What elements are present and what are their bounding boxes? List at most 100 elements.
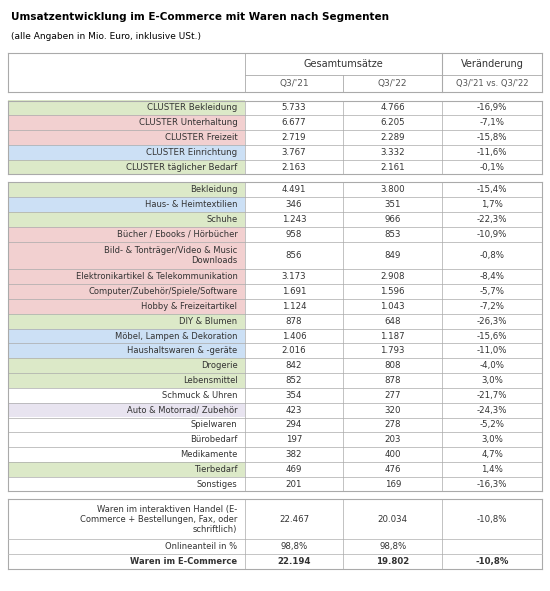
Text: 3.332: 3.332 bbox=[381, 148, 405, 157]
Text: Veränderung: Veränderung bbox=[461, 59, 524, 69]
Text: 1.596: 1.596 bbox=[381, 287, 405, 296]
Text: -8,4%: -8,4% bbox=[480, 272, 504, 281]
Text: -11,0%: -11,0% bbox=[477, 346, 507, 355]
Text: 19.802: 19.802 bbox=[376, 557, 409, 566]
Text: -4,0%: -4,0% bbox=[480, 361, 504, 370]
Text: 346: 346 bbox=[285, 200, 302, 209]
Text: -15,4%: -15,4% bbox=[477, 186, 507, 194]
Text: 469: 469 bbox=[286, 465, 302, 474]
Text: -0,1%: -0,1% bbox=[480, 163, 504, 171]
Text: 294: 294 bbox=[286, 420, 302, 430]
Text: -15,6%: -15,6% bbox=[477, 332, 507, 340]
Text: -5,7%: -5,7% bbox=[480, 287, 504, 296]
Text: 197: 197 bbox=[286, 435, 302, 444]
Text: Schmuck & Uhren: Schmuck & Uhren bbox=[162, 391, 238, 400]
Text: 958: 958 bbox=[286, 230, 302, 239]
Text: 278: 278 bbox=[384, 420, 401, 430]
Text: Schuhe: Schuhe bbox=[206, 215, 238, 224]
Text: 2.163: 2.163 bbox=[282, 163, 306, 171]
Text: Q3/'21 vs. Q3/'22: Q3/'21 vs. Q3/'22 bbox=[456, 79, 529, 88]
Text: 808: 808 bbox=[384, 361, 401, 370]
Text: 5.733: 5.733 bbox=[282, 103, 306, 112]
Text: 2.161: 2.161 bbox=[381, 163, 405, 171]
Text: 4,7%: 4,7% bbox=[481, 450, 503, 459]
Text: Q3/'22: Q3/'22 bbox=[378, 79, 408, 88]
Text: -11,6%: -11,6% bbox=[477, 148, 507, 157]
Text: -22,3%: -22,3% bbox=[477, 215, 507, 224]
Text: Umsatzentwicklung im E-Commerce mit Waren nach Segmenten: Umsatzentwicklung im E-Commerce mit Ware… bbox=[11, 12, 389, 22]
Text: 878: 878 bbox=[384, 376, 401, 385]
Text: 849: 849 bbox=[384, 251, 401, 260]
Text: CLUSTER täglicher Bedarf: CLUSTER täglicher Bedarf bbox=[126, 163, 238, 171]
Text: 966: 966 bbox=[384, 215, 401, 224]
Text: -26,3%: -26,3% bbox=[477, 317, 507, 326]
Text: 98,8%: 98,8% bbox=[280, 543, 307, 551]
Text: 1.187: 1.187 bbox=[381, 332, 405, 340]
Text: CLUSTER Freizeit: CLUSTER Freizeit bbox=[164, 133, 238, 142]
Text: 4.766: 4.766 bbox=[381, 103, 405, 112]
Text: DIY & Blumen: DIY & Blumen bbox=[179, 317, 238, 326]
Text: 853: 853 bbox=[384, 230, 401, 239]
Text: 852: 852 bbox=[285, 376, 302, 385]
Text: 856: 856 bbox=[285, 251, 302, 260]
Text: 22.467: 22.467 bbox=[279, 515, 309, 524]
Text: 354: 354 bbox=[285, 391, 302, 400]
Text: (alle Angaben in Mio. Euro, inklusive USt.): (alle Angaben in Mio. Euro, inklusive US… bbox=[11, 31, 201, 41]
Text: Onlineanteil in %: Onlineanteil in % bbox=[166, 543, 238, 551]
Text: Drogerie: Drogerie bbox=[201, 361, 238, 370]
Text: Elektronikartikel & Telekommunikation: Elektronikartikel & Telekommunikation bbox=[75, 272, 238, 281]
Text: 98,8%: 98,8% bbox=[379, 543, 406, 551]
Text: 2.289: 2.289 bbox=[381, 133, 405, 142]
Text: -7,2%: -7,2% bbox=[480, 302, 504, 311]
Text: Lebensmittel: Lebensmittel bbox=[183, 376, 238, 385]
Text: -21,7%: -21,7% bbox=[477, 391, 507, 400]
Text: Möbel, Lampen & Dekoration: Möbel, Lampen & Dekoration bbox=[115, 332, 238, 340]
Text: 1,7%: 1,7% bbox=[481, 200, 503, 209]
Text: CLUSTER Bekleidung: CLUSTER Bekleidung bbox=[147, 103, 238, 112]
Text: 400: 400 bbox=[384, 450, 401, 459]
Text: 3,0%: 3,0% bbox=[481, 435, 503, 444]
Text: 22.194: 22.194 bbox=[277, 557, 311, 566]
Text: -5,2%: -5,2% bbox=[480, 420, 504, 430]
Text: Bücher / Ebooks / Hörbücher: Bücher / Ebooks / Hörbücher bbox=[117, 230, 238, 239]
Text: CLUSTER Einrichtung: CLUSTER Einrichtung bbox=[146, 148, 238, 157]
Text: -0,8%: -0,8% bbox=[480, 251, 504, 260]
Text: CLUSTER Unterhaltung: CLUSTER Unterhaltung bbox=[139, 118, 238, 127]
Text: Waren im E-Commerce: Waren im E-Commerce bbox=[130, 557, 238, 566]
Text: Sonstiges: Sonstiges bbox=[197, 480, 238, 489]
Text: 648: 648 bbox=[384, 317, 401, 326]
Text: 1.691: 1.691 bbox=[282, 287, 306, 296]
Text: Tierbedarf: Tierbedarf bbox=[194, 465, 238, 474]
Text: Bild- & Tonträger/Video & Music
Downloads: Bild- & Tonträger/Video & Music Download… bbox=[104, 246, 238, 265]
Text: 842: 842 bbox=[285, 361, 302, 370]
Text: Q3/'21: Q3/'21 bbox=[279, 79, 309, 88]
Text: 1.124: 1.124 bbox=[282, 302, 306, 311]
Text: 3,0%: 3,0% bbox=[481, 376, 503, 385]
Text: -10,8%: -10,8% bbox=[475, 557, 509, 566]
Text: -15,8%: -15,8% bbox=[477, 133, 507, 142]
Text: 3.173: 3.173 bbox=[282, 272, 306, 281]
Text: 320: 320 bbox=[384, 405, 401, 415]
Text: 6.205: 6.205 bbox=[381, 118, 405, 127]
Text: 203: 203 bbox=[384, 435, 401, 444]
Text: 6.677: 6.677 bbox=[282, 118, 306, 127]
Text: 1.406: 1.406 bbox=[282, 332, 306, 340]
Text: 382: 382 bbox=[285, 450, 302, 459]
Text: 1.793: 1.793 bbox=[381, 346, 405, 355]
Text: 2.908: 2.908 bbox=[381, 272, 405, 281]
Text: 1,4%: 1,4% bbox=[481, 465, 503, 474]
Text: Computer/Zubehör/Spiele/Software: Computer/Zubehör/Spiele/Software bbox=[88, 287, 238, 296]
Text: Bürobedarf: Bürobedarf bbox=[190, 435, 238, 444]
Text: Hobby & Freizeitartikel: Hobby & Freizeitartikel bbox=[141, 302, 238, 311]
Text: 351: 351 bbox=[384, 200, 401, 209]
Text: 3.767: 3.767 bbox=[282, 148, 306, 157]
Text: Auto & Motorrad/ Zubehör: Auto & Motorrad/ Zubehör bbox=[127, 405, 238, 415]
Text: 201: 201 bbox=[285, 480, 302, 489]
Text: 169: 169 bbox=[384, 480, 401, 489]
Text: 2.016: 2.016 bbox=[282, 346, 306, 355]
Text: Gesamtumsätze: Gesamtumsätze bbox=[304, 59, 383, 69]
Text: 3.800: 3.800 bbox=[381, 186, 405, 194]
Text: -24,3%: -24,3% bbox=[477, 405, 507, 415]
Text: 277: 277 bbox=[384, 391, 401, 400]
Text: -16,3%: -16,3% bbox=[477, 480, 507, 489]
